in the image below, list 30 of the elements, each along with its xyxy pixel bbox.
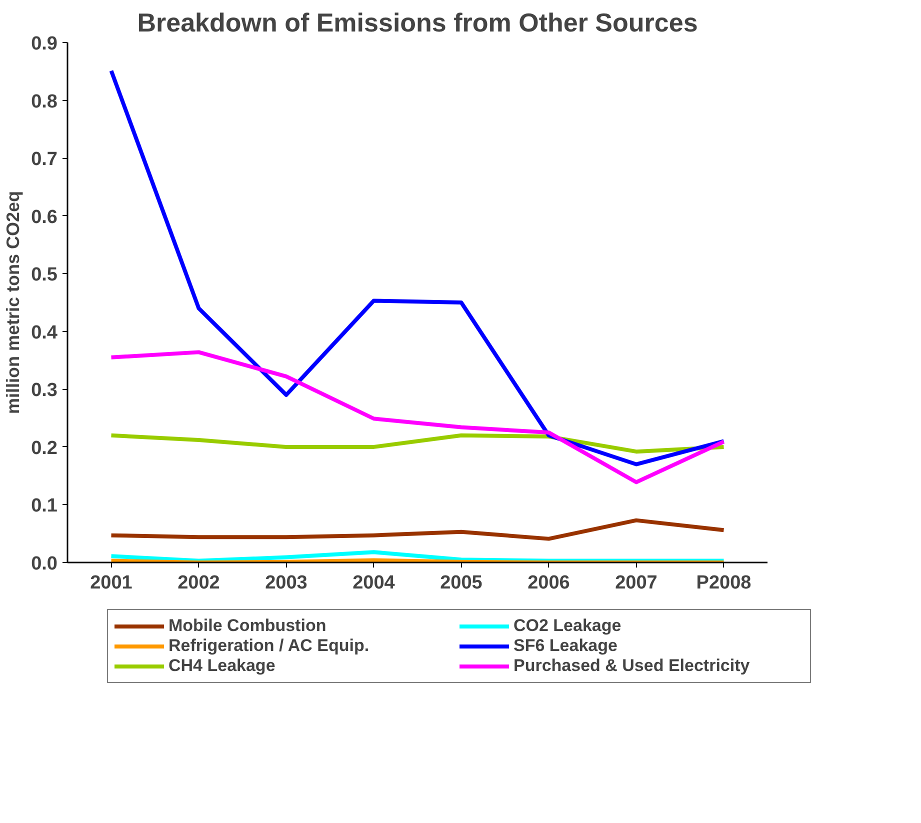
line-series xyxy=(109,433,726,454)
y-tick-label: 0.7 xyxy=(31,149,58,170)
legend-label: Refrigeration / AC Equip. xyxy=(168,636,370,656)
y-tick-label: 0.5 xyxy=(31,264,58,286)
legend-label: Mobile Combustion xyxy=(168,616,328,636)
y-axis-title: million metric tons CO2eq xyxy=(3,190,24,414)
legend-label: CO2 Leakage xyxy=(514,616,622,636)
line-series xyxy=(109,518,726,541)
x-tick-label: 2006 xyxy=(528,572,570,594)
y-tick-label: 0.6 xyxy=(31,206,58,228)
y-tick-label: 0.2 xyxy=(31,438,58,459)
x-tick-label: 2005 xyxy=(440,572,483,594)
y-tick-label: 0.0 xyxy=(31,554,58,574)
y-tick-label: 0.4 xyxy=(31,322,58,344)
y-tick-label: 0.3 xyxy=(31,380,58,402)
y-tick-label: 0.1 xyxy=(31,496,58,517)
x-tick-label: 2003 xyxy=(265,572,308,594)
y-tick-label: 0.8 xyxy=(31,91,58,112)
x-tick-label: 2002 xyxy=(178,572,220,594)
legend-label: CH4 Leakage xyxy=(168,656,276,676)
x-tick-label: P2008 xyxy=(696,572,752,594)
legend-label: Purchased & Used Electricity xyxy=(514,656,751,676)
x-tick-label: 2004 xyxy=(352,572,396,594)
line-series xyxy=(109,350,726,484)
y-tick-label: 0.9 xyxy=(31,34,58,54)
legend-label: SF6 Leakage xyxy=(514,636,618,656)
x-tick-label: 2007 xyxy=(615,572,658,594)
line-series xyxy=(109,68,726,466)
chart-title: Breakdown of Emissions from Other Sources xyxy=(137,8,698,38)
x-tick-label: 2001 xyxy=(90,572,133,594)
